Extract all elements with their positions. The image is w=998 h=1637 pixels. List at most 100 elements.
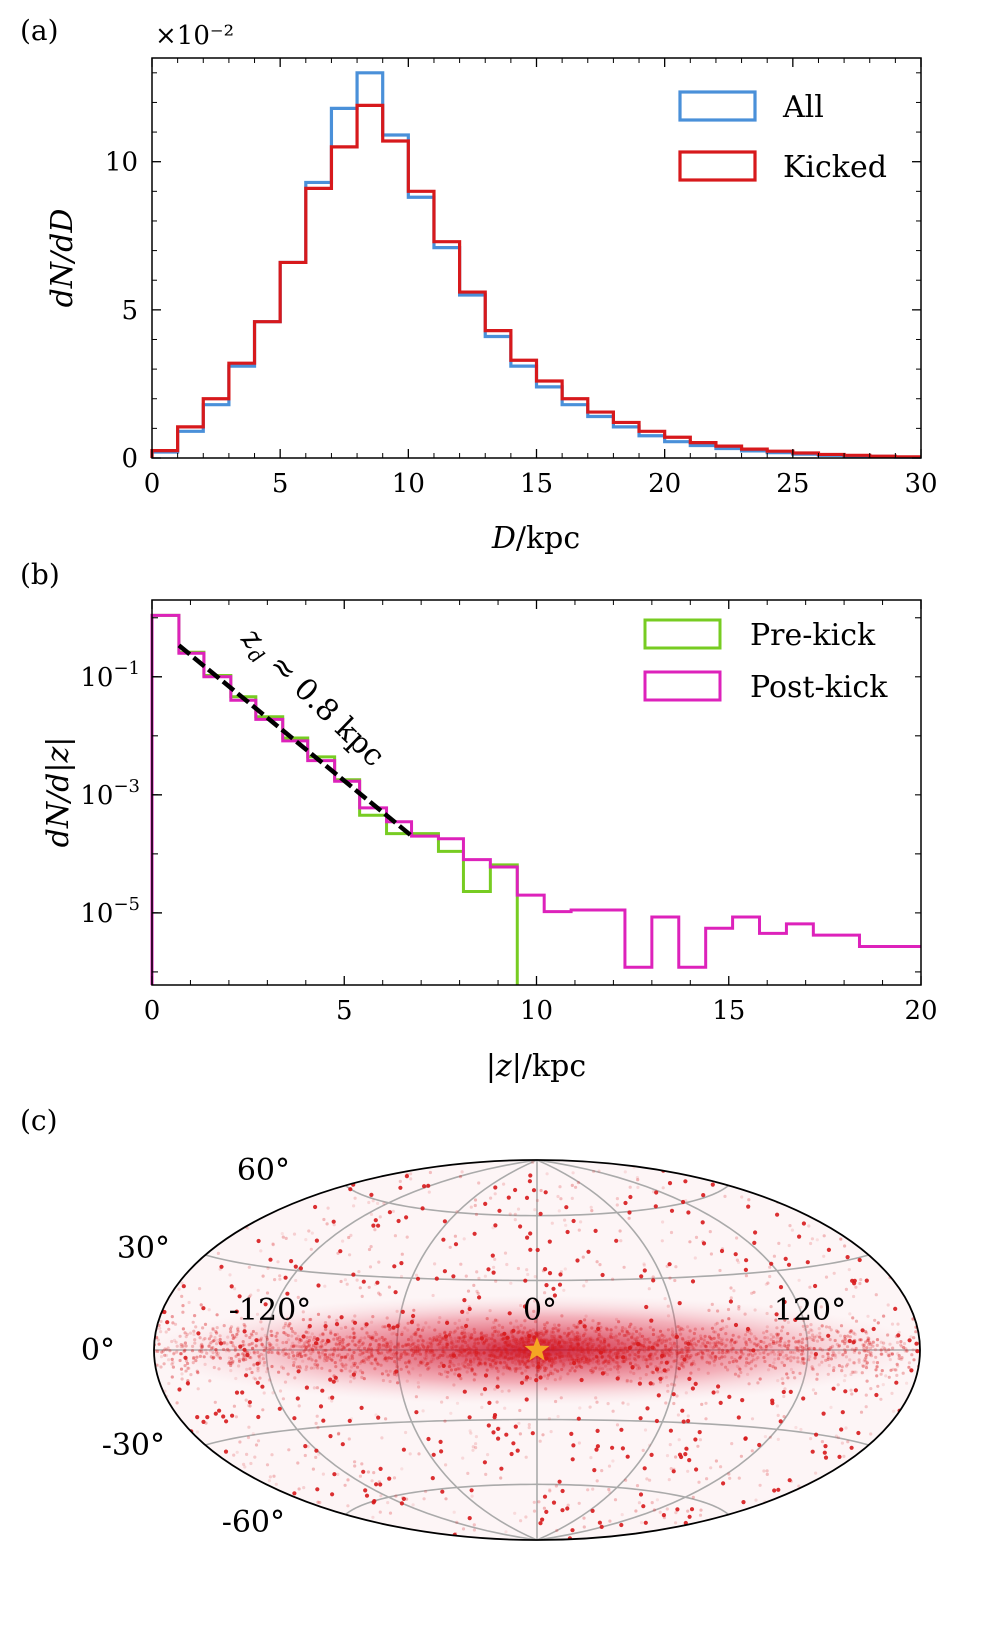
- sky-point: [490, 1349, 494, 1353]
- sky-point: [231, 1344, 235, 1348]
- sky-point: [525, 1341, 529, 1345]
- sky-point: [391, 1325, 396, 1330]
- sky-point: [184, 1344, 188, 1348]
- sky-point: [700, 1220, 705, 1225]
- sky-point: [412, 1332, 416, 1336]
- sky-point: [439, 1353, 443, 1357]
- sky-point: [775, 1336, 779, 1340]
- sky-point: [606, 1354, 610, 1358]
- sky-point: [443, 1337, 447, 1342]
- sky-point: [159, 1355, 164, 1359]
- sky-point: [733, 1357, 737, 1362]
- sky-point: [625, 1357, 629, 1361]
- sky-point: [603, 1344, 607, 1348]
- sky-point: [779, 1336, 783, 1340]
- sky-point: [323, 1342, 327, 1346]
- sky-point: [623, 1351, 627, 1355]
- sky-point: [786, 1347, 790, 1351]
- sky-point: [460, 1350, 464, 1355]
- sky-point: [730, 1350, 734, 1354]
- sky-point: [340, 1355, 344, 1359]
- sky-point: [613, 1346, 618, 1350]
- sky-point: [199, 1345, 203, 1349]
- sky-point: [406, 1328, 410, 1332]
- sky-point: [540, 1341, 544, 1345]
- sky-point: [822, 1234, 826, 1238]
- sky-point: [298, 1366, 302, 1370]
- sky-point: [545, 1338, 549, 1342]
- sky-point: [737, 1476, 741, 1480]
- sky-point: [680, 1361, 684, 1365]
- sky-point: [554, 1326, 558, 1330]
- sky-point: [786, 1376, 790, 1380]
- sky-point: [558, 1345, 562, 1349]
- sky-point: [559, 1359, 564, 1363]
- sky-point: [546, 1351, 551, 1355]
- sky-point: [488, 1350, 492, 1354]
- sky-point: [434, 1276, 439, 1281]
- sky-point: [888, 1352, 893, 1356]
- sky-point: [249, 1332, 253, 1336]
- sky-point: [493, 1354, 497, 1358]
- sky-point: [608, 1519, 612, 1523]
- sky-point: [459, 1377, 463, 1381]
- sky-point: [500, 1352, 504, 1356]
- sky-point: [735, 1236, 739, 1240]
- sky-point: [866, 1336, 870, 1340]
- sky-point: [853, 1370, 857, 1374]
- sky-point: [673, 1278, 677, 1283]
- sky-point: [177, 1287, 181, 1291]
- sky-point: [247, 1400, 252, 1405]
- sky-point: [474, 1442, 478, 1446]
- sky-point: [597, 1334, 601, 1338]
- sky-point: [554, 1356, 558, 1360]
- sky-point: [170, 1339, 174, 1344]
- sky-point: [555, 1528, 559, 1533]
- sky-point: [469, 1360, 473, 1364]
- sky-point: [623, 1170, 627, 1174]
- sky-point: [658, 1329, 663, 1333]
- sky-point: [306, 1331, 310, 1335]
- sky-point: [737, 1374, 741, 1378]
- sky-point: [287, 1324, 291, 1328]
- sky-point: [696, 1352, 700, 1356]
- sky-point: [768, 1435, 773, 1439]
- sky-point: [720, 1319, 725, 1323]
- sky-point: [580, 1365, 584, 1369]
- sky-point: [387, 1285, 391, 1289]
- sky-point: [391, 1209, 395, 1213]
- sky-point: [710, 1356, 714, 1360]
- sky-point: [398, 1179, 402, 1183]
- sky-point: [477, 1295, 482, 1300]
- sky-point: [348, 1369, 352, 1373]
- sky-point: [756, 1356, 760, 1360]
- sky-point: [501, 1345, 506, 1349]
- sky-point: [658, 1335, 662, 1339]
- sky-point: [613, 1351, 618, 1356]
- sky-point: [655, 1335, 659, 1339]
- sky-point: [569, 1362, 573, 1366]
- sky-point: [388, 1348, 392, 1352]
- sky-point: [536, 1368, 540, 1372]
- sky-point: [755, 1344, 759, 1348]
- sky-point: [471, 1448, 475, 1452]
- sky-point: [611, 1359, 615, 1363]
- sky-point: [651, 1332, 656, 1337]
- sky-point: [213, 1335, 217, 1340]
- sky-point: [472, 1523, 476, 1527]
- sky-point: [664, 1360, 669, 1365]
- sky-point: [598, 1263, 602, 1267]
- sky-point: [484, 1336, 488, 1340]
- sky-point: [330, 1399, 334, 1403]
- sky-point: [249, 1356, 253, 1360]
- sky-point: [584, 1328, 588, 1332]
- sky-point: [662, 1334, 666, 1338]
- sky-point: [417, 1349, 421, 1353]
- sky-point: [839, 1324, 844, 1328]
- sky-point: [156, 1349, 160, 1353]
- sky-point: [562, 1340, 566, 1344]
- sky-point: [450, 1339, 454, 1343]
- sky-point: [254, 1338, 259, 1343]
- sky-point: [483, 1274, 487, 1278]
- sky-point: [242, 1462, 246, 1466]
